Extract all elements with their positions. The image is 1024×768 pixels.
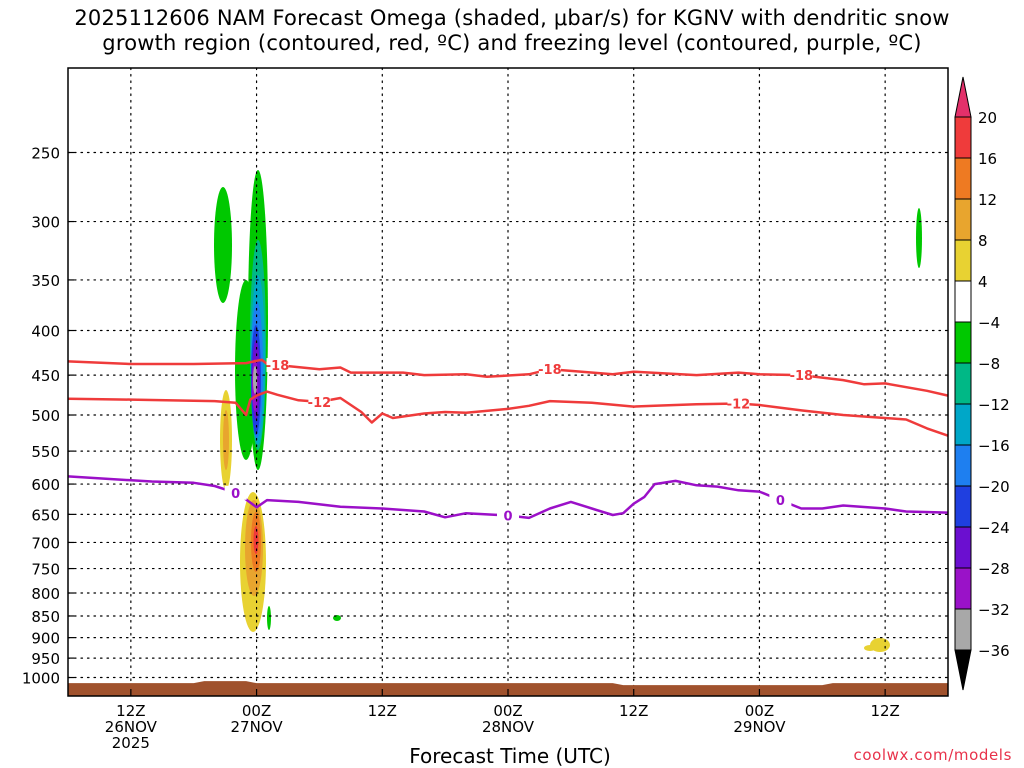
contour-label-bg — [769, 493, 792, 508]
contour-label-bg — [790, 368, 813, 383]
colorbar-label: −20 — [978, 478, 1010, 496]
colorbar-label: −12 — [978, 396, 1010, 414]
y-tick-label: 500 — [31, 407, 60, 425]
dgz-contour — [67, 358, 949, 397]
colorbar-box — [954, 239, 972, 282]
x-tick-label: 12Z — [116, 702, 145, 720]
y-tick-label: 950 — [31, 650, 60, 668]
omega-region — [253, 526, 259, 554]
colorbar-box — [954, 608, 972, 651]
y-tick-label: 400 — [31, 323, 60, 341]
chart-title-line1: 2025112606 NAM Forecast Omega (shaded, μ… — [74, 6, 950, 30]
colorbar-box — [954, 403, 972, 446]
colorbar-box — [954, 157, 972, 200]
y-tick-label: 650 — [31, 506, 60, 524]
colorbar-label: 20 — [978, 109, 997, 127]
y-tick-label: 450 — [31, 367, 60, 385]
contour-label-bg — [224, 485, 247, 500]
contour-label: 0 — [231, 487, 240, 502]
y-tick-label: 350 — [31, 272, 60, 290]
contour-label: -18 — [266, 359, 290, 374]
colorbar-label: −36 — [978, 642, 1010, 660]
contour-label: -18 — [538, 363, 562, 378]
colorbar-box — [954, 280, 972, 323]
ground-surface — [68, 681, 948, 696]
x-tick-label: 00Z — [242, 702, 271, 720]
contour-label-bg — [538, 362, 561, 377]
y-tick-label: 250 — [31, 145, 60, 163]
colorbar-label: −32 — [978, 601, 1010, 619]
contour-label: 0 — [776, 494, 785, 509]
x-axis-label: Forecast Time (UTC) — [409, 744, 611, 768]
y-tick-label: 850 — [31, 608, 60, 626]
chart-title-line2: growth region (contoured, red, ºC) and f… — [102, 31, 922, 55]
colorbar-box — [954, 362, 972, 405]
x-tick-label: 12Z — [619, 702, 648, 720]
colorbar-label: −16 — [978, 437, 1010, 455]
omega-region — [223, 410, 229, 470]
y-tick-label: 700 — [31, 534, 60, 552]
chart-title: 2025112606 NAM Forecast Omega (shaded, μ… — [0, 6, 1024, 56]
contour-label: 0 — [503, 510, 512, 525]
y-axis: 250 300 350 400 450 500 550 600 650 700 750 800 850 9… — [22, 145, 74, 688]
colorbar-box — [954, 321, 972, 364]
x-tick-label: 26NOV — [105, 718, 158, 736]
ground-layer — [68, 681, 948, 696]
contour-label: -12 — [308, 396, 332, 411]
x-tick-label: 29NOV — [733, 718, 786, 736]
contour-layer: -18 -18 -18 -12 -12 0 0 0 — [67, 358, 949, 525]
grid-layer — [67, 67, 949, 697]
x-tick-label: 27NOV — [231, 718, 284, 736]
colorbar-box — [954, 485, 972, 528]
omega-shading-layer — [214, 170, 922, 652]
omega-region — [267, 606, 271, 630]
contour-label-bg — [497, 508, 519, 523]
colorbar-box — [954, 198, 972, 241]
x-tick-label: 12Z — [870, 702, 899, 720]
y-tick-label: 1000 — [22, 670, 60, 688]
colorbar-label: 16 — [978, 150, 997, 168]
colorbar-label: −8 — [978, 355, 1000, 373]
x-tick-label: 00Z — [493, 702, 522, 720]
contour-label: -18 — [790, 369, 814, 384]
credit-link[interactable]: coolwx.com/models — [853, 746, 1012, 764]
colorbar-box — [954, 526, 972, 569]
omega-region — [916, 208, 922, 268]
x-tick-label: 28NOV — [482, 718, 535, 736]
colorbar-label: −28 — [978, 560, 1010, 578]
colorbar-label: −4 — [978, 314, 1000, 332]
omega-region — [864, 645, 876, 651]
colorbar-top-arrow — [954, 76, 972, 118]
colorbar-box — [954, 444, 972, 487]
y-tick-label: 800 — [31, 585, 60, 603]
dgz-contour — [67, 390, 949, 437]
y-tick-label: 300 — [31, 214, 60, 232]
y-tick-label: 750 — [31, 561, 60, 579]
colorbar-label: −24 — [978, 519, 1010, 537]
x-tick-label: 12Z — [368, 702, 397, 720]
contour-label-bg — [308, 394, 331, 409]
colorbar: 20 16 12 8 4 −4 −8 −12 −16 −20 −24 −28 −32 −36 — [954, 76, 1010, 691]
contour-label: -12 — [727, 397, 751, 412]
x-tick-label: 00Z — [745, 702, 774, 720]
colorbar-box — [954, 567, 972, 610]
colorbar-label: 12 — [978, 191, 997, 209]
contour-label-bg — [727, 396, 750, 411]
x-tick-label: 2025 — [112, 734, 150, 752]
y-tick-label: 550 — [31, 443, 60, 461]
contour-label-bg — [266, 358, 289, 373]
colorbar-box — [954, 116, 972, 159]
omega-region — [214, 187, 232, 303]
y-tick-label: 600 — [31, 476, 60, 494]
colorbar-bottom-arrow — [954, 649, 972, 691]
colorbar-label: 8 — [978, 232, 988, 250]
y-tick-label: 900 — [31, 630, 60, 648]
colorbar-label: 4 — [978, 273, 988, 291]
